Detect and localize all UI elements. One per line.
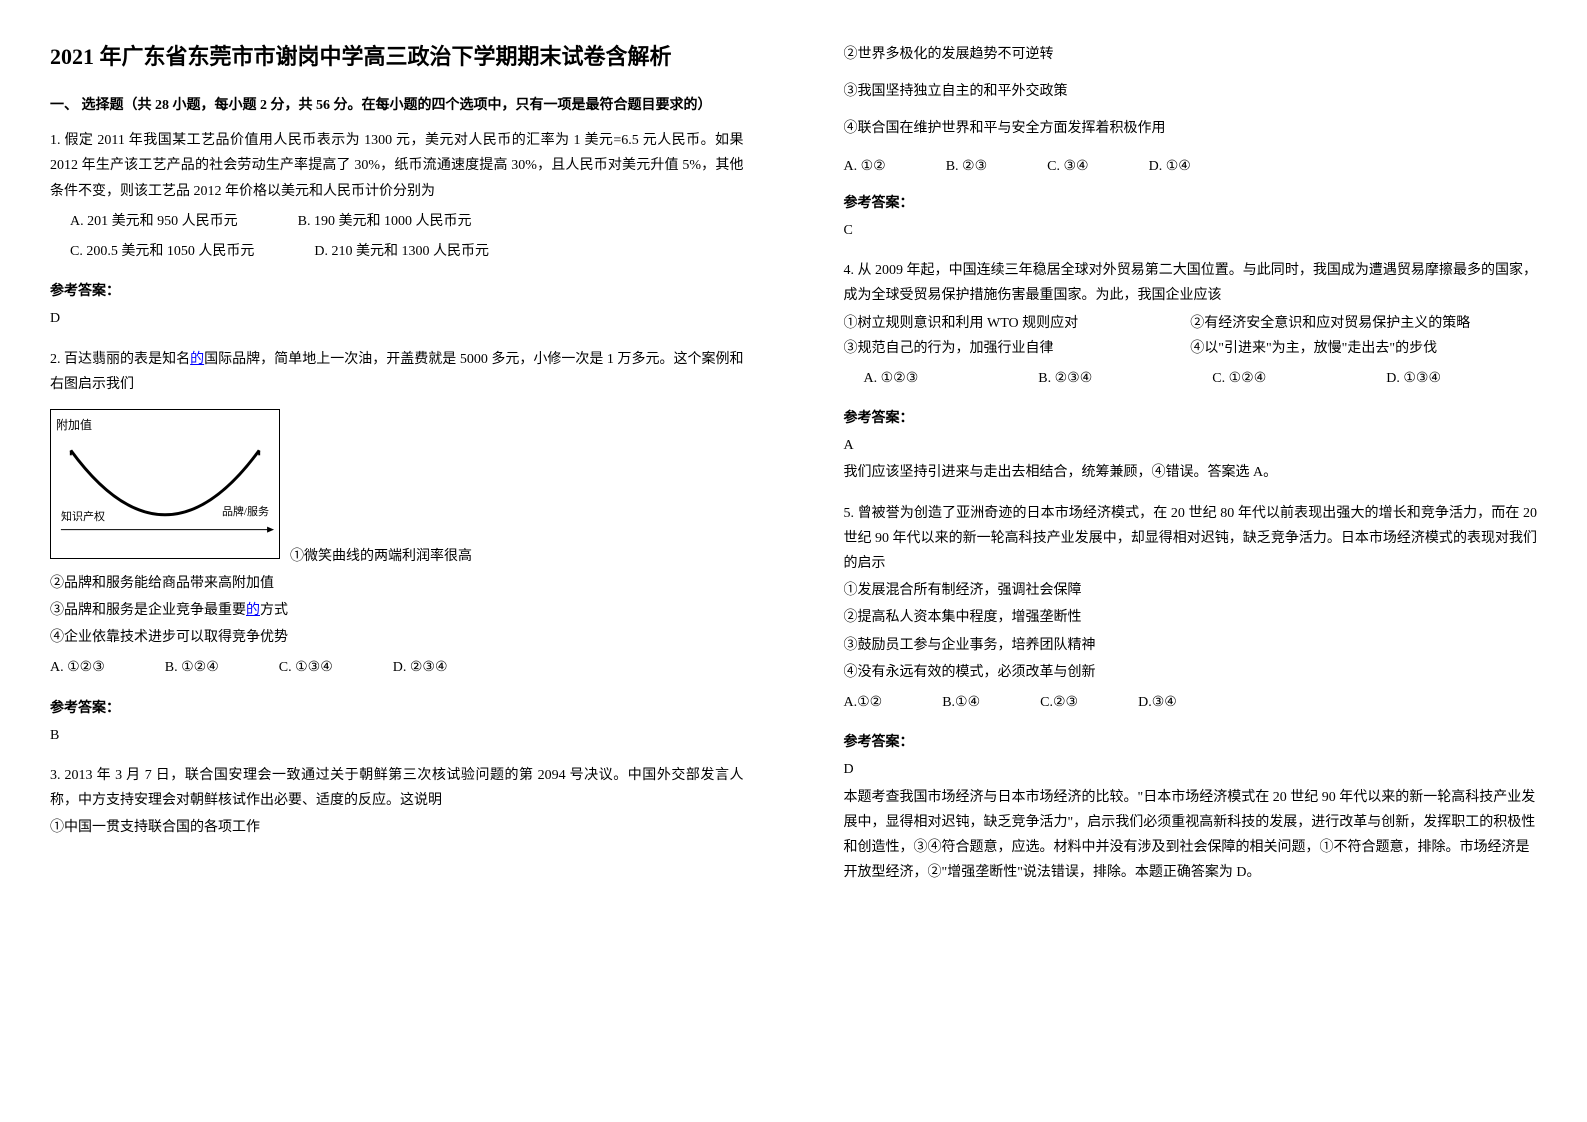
q1-opt-d: D. 210 美元和 1300 人民币元 xyxy=(314,239,489,264)
q2-stmt2: ②品牌和服务能给商品带来高附加值 xyxy=(50,571,744,596)
q5-options: A.①② B.①④ C.②③ D.③④ xyxy=(844,690,1538,715)
question-4: 4. 从 2009 年起，中国连续三年稳居全球对外贸易第二大国位置。与此同时，我… xyxy=(844,258,1538,391)
q5-opt-c: C.②③ xyxy=(1040,690,1078,715)
q3-stmt1: ①中国一贯支持联合国的各项工作 xyxy=(50,815,744,840)
question-2: 2. 百达翡丽的表是知名的国际品牌，简单地上一次油，开盖费就是 5000 多元，… xyxy=(50,347,744,681)
q3-stmt4: ④联合国在维护世界和平与安全方面发挥着积极作用 xyxy=(844,116,1538,141)
q5-stmt3: ③鼓励员工参与企业事务，培养团队精神 xyxy=(844,633,1538,658)
q5-stmt4: ④没有永远有效的模式，必须改革与创新 xyxy=(844,660,1538,685)
q4-stmts-row1: ①树立规则意识和利用 WTO 规则应对 ②有经济安全意识和应对贸易保护主义的策略 xyxy=(844,311,1538,336)
q2-stmt4: ④企业依靠技术进步可以取得竞争优势 xyxy=(50,625,744,650)
question-3: 3. 2013 年 3 月 7 日，联合国安理会一致通过关于朝鲜第三次核试验问题… xyxy=(50,763,744,841)
chart-label-left: 知识产权 xyxy=(61,508,105,528)
right-column: ②世界多极化的发展趋势不可逆转 ③我国坚持独立自主的和平外交政策 ④联合国在维护… xyxy=(794,0,1587,1122)
q4-opt-c: C. ①②④ xyxy=(1212,366,1266,391)
q4-stmt2: ②有经济安全意识和应对贸易保护主义的策略 xyxy=(1190,311,1470,336)
q3-stmt2: ②世界多极化的发展趋势不可逆转 xyxy=(844,42,1538,67)
chart-svg xyxy=(51,430,279,550)
q3-options: A. ①② B. ②③ C. ③④ D. ①④ xyxy=(844,154,1538,179)
section-one-title: 一、 选择题（共 28 小题，每小题 2 分，共 56 分。在每小题的四个选项中… xyxy=(50,93,744,118)
q3-opt-c: C. ③④ xyxy=(1047,154,1088,179)
q2-answer-label: 参考答案： xyxy=(50,696,744,721)
question-5: 5. 曾被誉为创造了亚洲奇迹的日本市场经济模式，在 20 世纪 80 年代以前表… xyxy=(844,501,1538,716)
q2-opt-c: C. ①③④ xyxy=(279,655,333,680)
q4-stmt4: ④以"引进来"为主，放慢"走出去"的步伐 xyxy=(1190,336,1437,361)
q3-opt-b: B. ②③ xyxy=(946,154,987,179)
q4-opt-d: D. ①③④ xyxy=(1386,366,1441,391)
q2-answer: B xyxy=(50,723,744,748)
q4-explain: 我们应该坚持引进来与走出去相结合，统筹兼顾，④错误。答案选 A。 xyxy=(844,460,1538,485)
q2-stmt3post: 方式 xyxy=(260,603,288,618)
document-title: 2021 年广东省东莞市市谢岗中学高三政治下学期期末试卷含解析 xyxy=(50,40,744,73)
q1-options-row2: C. 200.5 美元和 1050 人民币元 D. 210 美元和 1300 人… xyxy=(70,239,744,264)
q1-opt-b: B. 190 美元和 1000 人民币元 xyxy=(298,209,472,234)
q4-answer-label: 参考答案： xyxy=(844,406,1538,431)
q4-stmt1: ①树立规则意识和利用 WTO 规则应对 xyxy=(844,311,1191,336)
q5-explain: 本题考查我国市场经济与日本市场经济的比较。"日本市场经济模式在 20 世纪 90… xyxy=(844,785,1538,886)
q3-opt-a: A. ①② xyxy=(844,154,886,179)
question-1: 1. 假定 2011 年我国某工艺品价值用人民币表示为 1300 元，美元对人民… xyxy=(50,128,744,264)
q3-opt-d: D. ①④ xyxy=(1149,154,1191,179)
q4-text: 4. 从 2009 年起，中国连续三年稳居全球对外贸易第二大国位置。与此同时，我… xyxy=(844,258,1538,308)
q5-opt-b: B.①④ xyxy=(942,690,980,715)
q1-answer-label: 参考答案： xyxy=(50,279,744,304)
q2-options: A. ①②③ B. ①②④ C. ①③④ D. ②③④ xyxy=(50,655,744,680)
q1-opt-c: C. 200.5 美元和 1050 人民币元 xyxy=(70,239,254,264)
q2-opt-d: D. ②③④ xyxy=(393,655,448,680)
left-column: 2021 年广东省东莞市市谢岗中学高三政治下学期期末试卷含解析 一、 选择题（共… xyxy=(0,0,794,1122)
q4-answer: A xyxy=(844,433,1538,458)
q3-text: 3. 2013 年 3 月 7 日，联合国安理会一致通过关于朝鲜第三次核试验问题… xyxy=(50,763,744,813)
smile-curve-chart: 附加值 知识产权 品牌/服务 xyxy=(50,409,280,559)
q1-options-row1: A. 201 美元和 950 人民币元 B. 190 美元和 1000 人民币元 xyxy=(70,209,744,234)
q2-opt-a: A. ①②③ xyxy=(50,655,105,680)
q3-stmt3: ③我国坚持独立自主的和平外交政策 xyxy=(844,79,1538,104)
chart-label-right: 品牌/服务 xyxy=(222,503,269,523)
q2-stmt1: ①微笑曲线的两端利润率很高 xyxy=(290,544,472,569)
q4-stmts-row2: ③规范自己的行为，加强行业自律 ④以"引进来"为主，放慢"走出去"的步伐 xyxy=(844,336,1538,361)
q2-stmt3pre: ③品牌和服务是企业竞争最重要 xyxy=(50,603,246,618)
q1-answer: D xyxy=(50,306,744,331)
q5-opt-d: D.③④ xyxy=(1138,690,1177,715)
q3-answer-label: 参考答案： xyxy=(844,191,1538,216)
q1-text: 1. 假定 2011 年我国某工艺品价值用人民币表示为 1300 元，美元对人民… xyxy=(50,128,744,204)
q5-answer-label: 参考答案： xyxy=(844,730,1538,755)
q5-stmt2: ②提高私人资本集中程度，增强垄断性 xyxy=(844,605,1538,630)
chart-row: 附加值 知识产权 品牌/服务 ①微笑曲线的两端利润率很高 xyxy=(50,399,744,569)
q2-text: 2. 百达翡丽的表是知名的国际品牌，简单地上一次油，开盖费就是 5000 多元，… xyxy=(50,347,744,397)
q1-opt-a: A. 201 美元和 950 人民币元 xyxy=(70,209,238,234)
q4-opt-a: A. ①②③ xyxy=(864,366,919,391)
q2-opt-b: B. ①②④ xyxy=(165,655,219,680)
q4-stmt3: ③规范自己的行为，加强行业自律 xyxy=(844,336,1191,361)
q4-opt-b: B. ②③④ xyxy=(1038,366,1092,391)
q5-opt-a: A.①② xyxy=(844,690,883,715)
q5-text: 5. 曾被誉为创造了亚洲奇迹的日本市场经济模式，在 20 世纪 80 年代以前表… xyxy=(844,501,1538,577)
q5-answer: D xyxy=(844,757,1538,782)
q3-answer: C xyxy=(844,218,1538,243)
q4-options: A. ①②③ B. ②③④ C. ①②④ D. ①③④ xyxy=(864,366,1538,391)
q2-text1: 2. 百达翡丽的表是知名 xyxy=(50,352,190,367)
q2-stmt3: ③品牌和服务是企业竞争最重要的方式 xyxy=(50,598,744,623)
q2-stmt3blue: 的 xyxy=(246,603,260,618)
q5-stmt1: ①发展混合所有制经济，强调社会保障 xyxy=(844,578,1538,603)
q2-blue: 的 xyxy=(190,352,204,367)
